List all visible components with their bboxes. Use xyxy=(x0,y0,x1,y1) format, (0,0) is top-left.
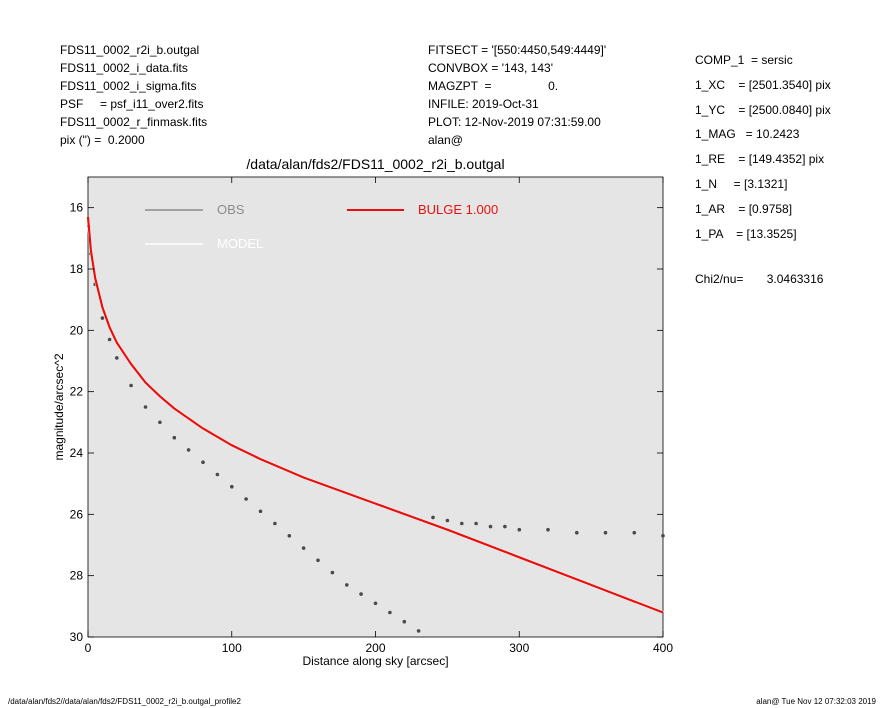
obs-point xyxy=(373,601,378,606)
header-left-line-2: FDS11_0002_i_sigma.fits xyxy=(60,79,197,93)
header-mid-line-1: CONVBOX = '143, 143' xyxy=(428,61,553,75)
y-tick-label: 20 xyxy=(70,323,84,337)
x-tick-label: 400 xyxy=(653,641,673,655)
param-line-4: 1_RE = [149.4352] pix xyxy=(695,152,825,167)
y-tick-label: 26 xyxy=(70,507,84,521)
obs-point xyxy=(575,530,579,535)
y-tick-label: 16 xyxy=(70,201,84,215)
x-axis-ticks: 0 100 200 300 400 xyxy=(85,177,673,655)
obs-point xyxy=(230,484,234,489)
obs-point xyxy=(445,518,450,523)
legend-label: MODEL xyxy=(217,236,263,251)
param-line-0: COMP_1 = sersic xyxy=(695,53,793,67)
footer-timestamp: alan@ Tue Nov 12 07:32:03 2019 xyxy=(756,697,876,706)
obs-point xyxy=(460,521,464,526)
obs-point xyxy=(603,530,608,535)
obs-point xyxy=(273,521,277,526)
obs-point xyxy=(431,515,435,520)
param-line-5: 1_N = [3.1321] xyxy=(695,176,788,191)
obs-point xyxy=(402,619,407,624)
obs-point xyxy=(100,316,105,320)
obs-point xyxy=(115,356,119,360)
component-parameters: COMP_1 = sersic 1_XC = [2501.3540] pix 1_Y… xyxy=(695,48,831,246)
obs-point xyxy=(503,524,507,529)
obs-point xyxy=(172,435,177,440)
header-info-middle: FITSECT = '[550:4450,549:4449]' CONVBOX =… xyxy=(428,41,606,149)
legend-label: OBS xyxy=(217,202,245,217)
header-mid-line-4: PLOT: 12-Nov-2019 07:31:59.00 xyxy=(428,115,601,129)
y-axis-ticks: 16 18 20 22 24 26 28 30 xyxy=(70,201,663,644)
obs-point xyxy=(158,420,162,425)
obs-point xyxy=(215,472,220,477)
obs-point xyxy=(661,534,665,538)
header-left-line-1: FDS11_0002_i_data.fits xyxy=(60,61,188,75)
legend: OBS MODEL BULGE 1.000 xyxy=(145,202,498,251)
param-line-6: 1_AR = [0.9758] xyxy=(695,201,793,216)
header-left-line-5: pix (") = 0.2000 xyxy=(60,133,145,147)
obs-point xyxy=(316,558,320,563)
obs-point xyxy=(474,521,478,526)
obs-point xyxy=(416,629,421,633)
param-line-3: 1_MAG = 10.2423 xyxy=(695,127,800,142)
y-axis-label: magnitude/arcsec^2 xyxy=(52,353,66,460)
param-line-1: 1_XC = [2501.3540] pix xyxy=(695,77,831,92)
header-mid-line-5: alan@ xyxy=(428,133,463,147)
plot-area xyxy=(87,176,664,638)
obs-point xyxy=(244,497,248,501)
header-info-left: FDS11_0002_r2i_b.outgal FDS11_0002_i_data… xyxy=(60,41,207,149)
y-tick-label: 28 xyxy=(70,569,84,583)
obs-point xyxy=(186,448,191,452)
obs-point xyxy=(129,383,133,388)
param-line-2: 1_YC = [2500.0840] pix xyxy=(695,102,831,117)
header-mid-line-0: FITSECT = '[550:4450,549:4449]' xyxy=(428,43,607,57)
obs-point xyxy=(546,527,550,532)
x-tick-label: 0 xyxy=(85,641,92,655)
chart-title: /data/alan/fds2/FDS11_0002_r2i_b.outgal xyxy=(246,156,505,172)
obs-points xyxy=(86,224,665,633)
header-left-line-0: FDS11_0002_r2i_b.outgal xyxy=(60,43,200,57)
y-tick-label: 22 xyxy=(70,385,84,399)
obs-point xyxy=(258,509,263,514)
y-tick-label: 30 xyxy=(70,630,84,644)
header-left-line-3: PSF = psf_i11_over2.fits xyxy=(60,97,204,111)
obs-point xyxy=(301,546,306,550)
header-left-line-4: FDS11_0002_r_finmask.fits xyxy=(60,115,208,129)
obs-point xyxy=(488,524,493,529)
obs-point xyxy=(517,527,522,532)
footer-path: /data/alan/fds2//data/alan/fds2/FDS11_00… xyxy=(8,697,241,706)
obs-point xyxy=(330,570,335,575)
obs-point xyxy=(632,530,637,535)
obs-point xyxy=(201,460,205,465)
bulge-line xyxy=(86,216,664,614)
x-tick-label: 100 xyxy=(222,641,242,655)
obs-point xyxy=(345,583,349,587)
obs-point xyxy=(287,534,292,538)
chi2-readout: Chi2/nu= 3.0463316 xyxy=(695,272,824,286)
y-tick-label: 18 xyxy=(70,262,84,276)
param-line-7: 1_PA = [13.3525] xyxy=(695,226,797,241)
header-mid-line-2: MAGZPT = 0. xyxy=(428,79,559,93)
obs-point xyxy=(107,337,112,342)
x-tick-label: 200 xyxy=(365,641,385,655)
obs-point xyxy=(143,405,148,409)
x-tick-label: 300 xyxy=(509,641,529,655)
x-axis-label: Distance along sky [arcsec] xyxy=(302,654,448,668)
legend-label: BULGE 1.000 xyxy=(418,202,498,217)
header-mid-line-3: INFILE: 2019-Oct-31 xyxy=(428,97,539,111)
obs-point xyxy=(388,610,392,615)
y-tick-label: 24 xyxy=(70,446,84,460)
bulge-curve xyxy=(86,216,664,614)
obs-point xyxy=(359,592,363,596)
